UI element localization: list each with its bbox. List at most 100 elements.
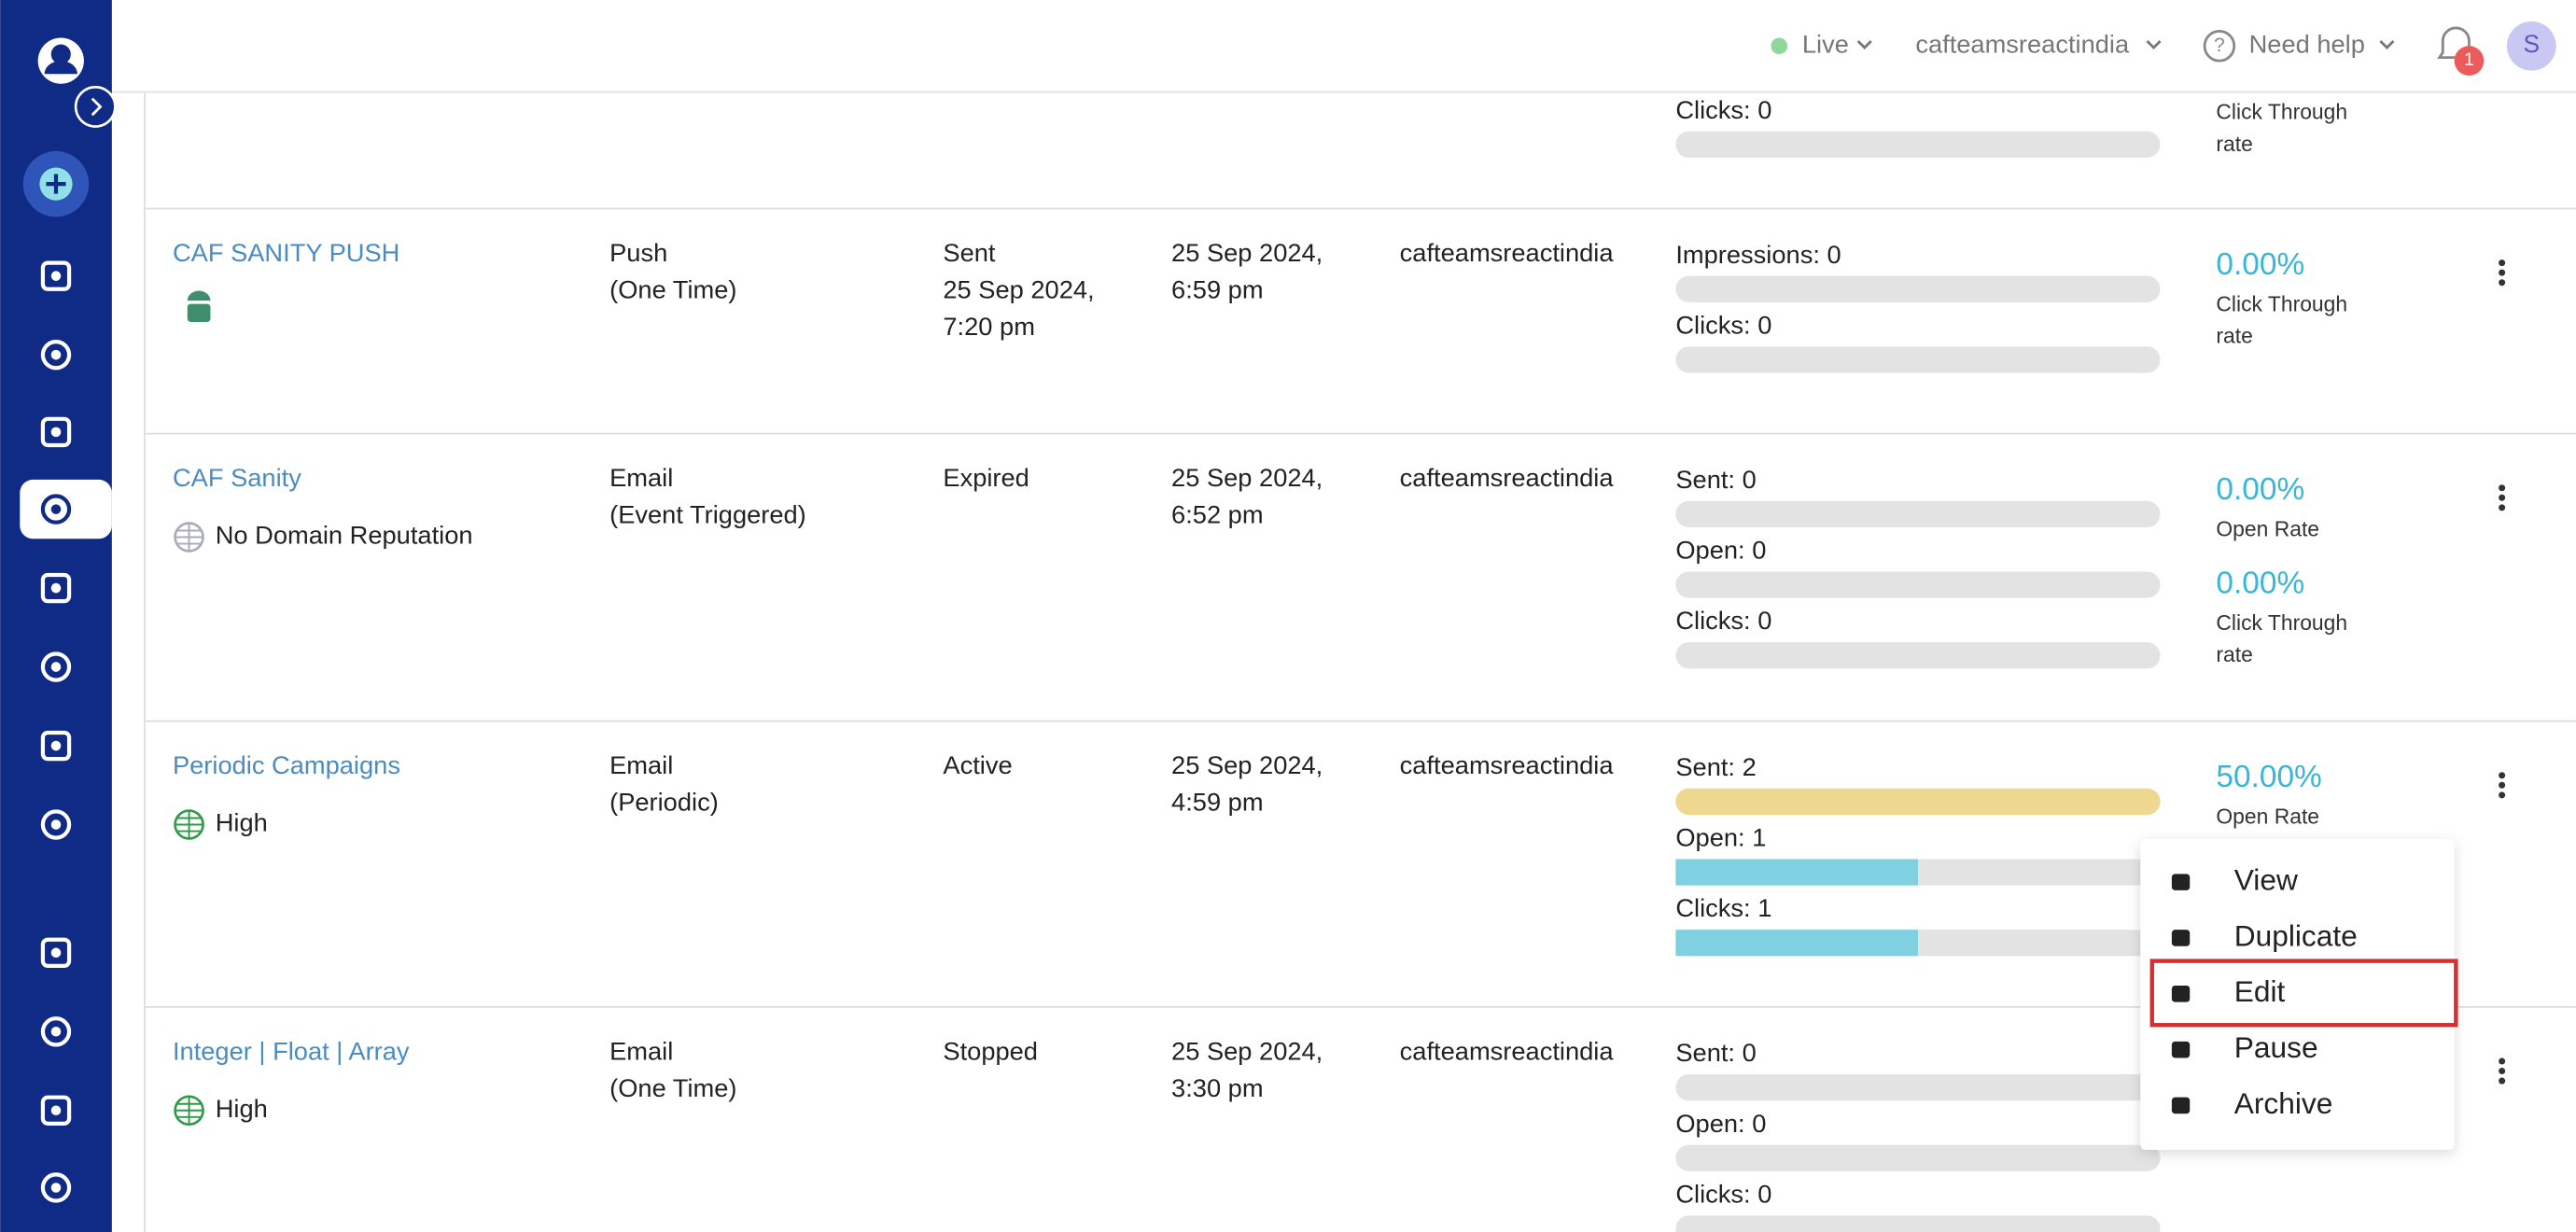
menu-item[interactable]: Duplicate [2171,918,2358,952]
menu-item[interactable]: Pause [2171,1030,2318,1064]
campaign-date: 6:59 pm [1171,275,1264,304]
nav-item[interactable] [40,1172,72,1203]
android-icon [187,303,211,322]
nav-icon-dot [50,427,62,438]
kebab-dot [2499,484,2506,492]
account-selector[interactable]: cafteamsreactindia [1915,29,2162,58]
chevron [1856,40,1872,50]
nav-icon [40,1172,72,1203]
menu-label: View [2234,862,2298,896]
nav-item[interactable] [40,494,72,525]
campaign-type: Email [609,750,673,779]
nav-icon [40,572,72,604]
campaign-name[interactable]: Integer | Float | Array [173,1036,410,1065]
campaign-name[interactable]: CAF SANITY PUSH [173,238,399,267]
rate-label: rate [2216,642,2252,666]
nav-item[interactable] [40,730,72,762]
campaign-name[interactable]: Periodic Campaigns [173,750,400,779]
campaign-date: 25 Sep 2024, [1171,1036,1323,1065]
menu-item[interactable]: Edit [2149,959,2458,1028]
campaign-type: Email [609,463,673,492]
nav-icon [40,416,72,448]
nav-icon-dot [50,271,62,281]
notifications[interactable]: 1 [2437,26,2485,76]
campaign-date: 25 Sep 2024, [1171,238,1323,267]
kebab-dot [2499,269,2506,276]
sidebar-toggle[interactable] [74,85,117,128]
nav-icon [40,937,72,968]
campaign-date: 25 Sep 2024, [1171,750,1323,779]
nav-item[interactable] [40,809,72,840]
nav-icon [40,809,72,840]
menu-label: Edit [2234,974,2286,1008]
sidebar-logo[interactable] [37,37,84,84]
campaign-name[interactable]: CAF Sanity [173,463,301,492]
nav-item[interactable] [40,937,72,968]
progress-track [1675,346,2161,373]
nav-item[interactable] [40,339,72,371]
rate-label: Open Rate [2216,805,2319,829]
metric-label: Impressions: 0 [1675,240,1841,269]
progress-bar [1675,930,1918,957]
nav-item[interactable] [40,416,72,448]
header [111,0,2576,92]
nav-item[interactable] [40,651,72,682]
nav-item[interactable] [40,1095,72,1126]
campaign-type: (One Time) [609,1073,736,1102]
metric-label: Sent: 0 [1675,1038,1756,1067]
progress-track [1675,131,2161,158]
android-icon-head [187,290,211,301]
avatar[interactable]: S [2506,21,2556,71]
reputation: High [216,808,268,837]
globe-icon-lines [175,810,203,839]
active-nav-background [20,479,112,539]
metric-label: Open: 0 [1675,536,1766,565]
menu-panel [2140,839,2455,1150]
menu-item[interactable]: Archive [2171,1086,2333,1120]
kebab-dot [2499,781,2506,789]
status-selector[interactable]: Live [1771,29,1872,58]
nav-icon-dot [50,819,62,830]
nav-item[interactable] [40,572,72,604]
menu-icon [2171,986,2191,1002]
row-actions[interactable] [2499,1057,2506,1085]
menu-label: Duplicate [2234,918,2358,952]
nav-icon [40,651,72,682]
help-text: Need help [2249,29,2365,58]
nav-icon-dot [50,1183,62,1193]
status-dot [1771,37,1788,55]
kebab-dot [2499,279,2506,287]
nav-icon-dot [50,947,62,959]
menu-icon [2171,1097,2191,1114]
highlight-box [2149,959,2458,1028]
menu-item[interactable]: View [2171,862,2298,896]
badge-count: 1 [2464,49,2474,70]
rate-value: 0.00% [2216,247,2304,282]
rate-label: rate [2216,324,2252,348]
globe-icon-lines [175,1096,203,1125]
help-selector[interactable]: ? Need help [2203,29,2395,63]
kebab-dot [2499,772,2506,779]
progress-track [1675,1215,2161,1232]
row-actions[interactable] [2499,772,2506,799]
row-actions[interactable] [2499,259,2506,287]
nav-icon [40,730,72,762]
nav-icon [40,260,72,291]
campaign-date: 4:59 pm [1171,788,1264,817]
metric-label: Clicks: 0 [1675,95,1771,124]
reputation: No Domain Reputation [216,521,473,550]
metric-label: Clicks: 0 [1675,1179,1771,1208]
campaign-type: Email [609,1036,673,1065]
nav-icon-dot [50,1105,62,1116]
rate-value: 50.00% [2216,760,2321,794]
row-actions[interactable] [2499,484,2506,511]
menu-label: Archive [2234,1086,2333,1120]
nav-item[interactable] [40,260,72,291]
campaign-account: cafteamsreactindia [1400,1036,1615,1065]
nav-item[interactable] [40,1016,72,1047]
create-button[interactable] [22,150,90,217]
nav-icon-dot [50,582,62,594]
nav-icon-dot [50,349,62,360]
campaign-date: 3:30 pm [1171,1073,1264,1102]
